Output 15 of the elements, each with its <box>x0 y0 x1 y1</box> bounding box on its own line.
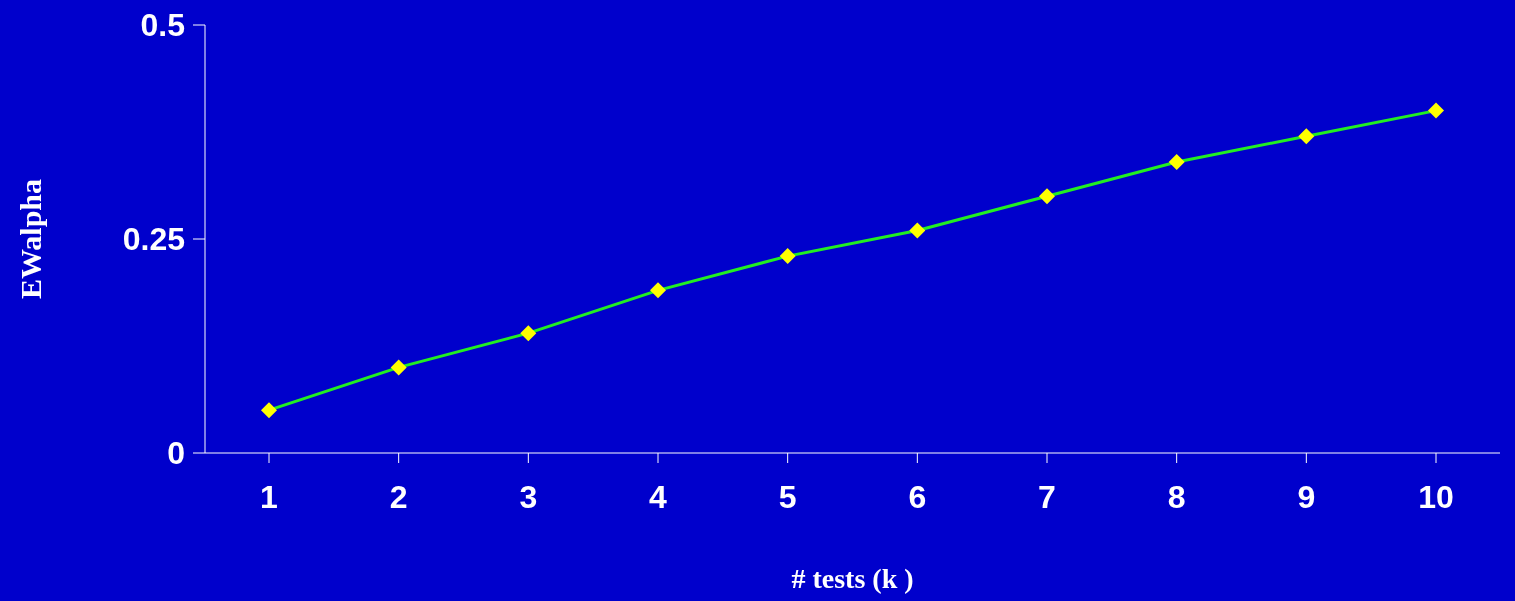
x-tick-label: 9 <box>1297 478 1316 515</box>
x-tick-label: 8 <box>1167 478 1186 515</box>
y-tick-label: 0.5 <box>140 7 185 44</box>
y-tick-label: 0.25 <box>122 221 185 258</box>
x-tick-label: 7 <box>1038 478 1056 515</box>
x-tick-label: 2 <box>389 478 408 515</box>
y-axis-title: EWalpha <box>13 178 47 300</box>
x-tick-label: 4 <box>649 478 668 515</box>
x-tick-label: 5 <box>778 478 797 515</box>
x-axis-title: # tests (k ) <box>791 563 914 594</box>
y-tick-label: 0 <box>167 435 185 472</box>
x-tick-label: 10 <box>1418 478 1454 515</box>
x-tick-label: 3 <box>519 478 538 515</box>
x-tick-label: 1 <box>260 478 278 515</box>
x-tick-label: 6 <box>908 478 927 515</box>
